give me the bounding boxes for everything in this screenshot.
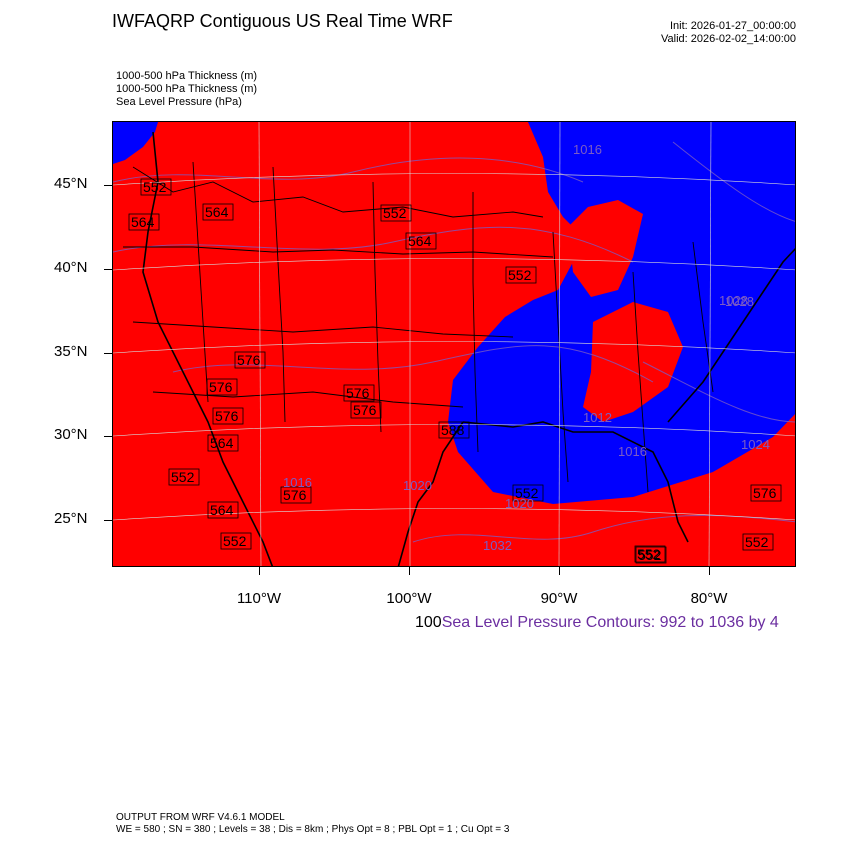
- thickness-label-box: [207, 434, 239, 452]
- lon-tick: [409, 567, 410, 575]
- slp-contour-labels: 1016 1028 1024 1016 1020 1032 1020 1016 1012 1028: [283, 142, 770, 553]
- slp-label: 1016: [618, 444, 647, 459]
- slp-label: 1016: [283, 475, 312, 490]
- thickness-label: 576: [237, 352, 261, 368]
- thickness-label-box: [207, 501, 239, 519]
- thickness-label: 588: [441, 422, 465, 438]
- lat-label-45: 45°N: [54, 175, 88, 192]
- thickness-label-box: [140, 178, 172, 196]
- thickness-label-box: [405, 232, 437, 250]
- thickness-label-box: [280, 486, 312, 504]
- thickness-label-box: [512, 484, 544, 502]
- thickness-label: 552: [383, 205, 407, 221]
- field-label-thickness-2: 1000-500 hPa Thickness (m): [116, 83, 258, 95]
- lon-tick: [259, 567, 260, 575]
- slp-label: 1028: [725, 294, 754, 309]
- thickness-label: 552: [638, 547, 662, 563]
- lat-label-35: 35°N: [54, 343, 88, 360]
- thickness-label-box: [742, 533, 774, 551]
- thickness-label: 564: [408, 233, 432, 249]
- thickness-label-box: [168, 468, 200, 486]
- lat-tick: [104, 269, 112, 270]
- lon-label-100: 100°W: [386, 590, 432, 607]
- thickness-label: 552: [171, 469, 195, 485]
- thickness-label: 576: [346, 385, 370, 401]
- lat-label-40: 40°N: [54, 259, 88, 276]
- lat-label-25: 25°N: [54, 510, 88, 527]
- map-panel: 552 564 564 552 564 576 576 588 552 576 576 576 564 5…: [112, 121, 796, 567]
- slp-label: 1020: [403, 478, 432, 493]
- slp-label: 1016: [573, 142, 602, 157]
- warm-region-great-lakes: [568, 200, 643, 297]
- lat-tick: [104, 520, 112, 521]
- thickness-label: 564: [210, 435, 234, 451]
- coastlines: [142, 131, 795, 566]
- state-borders: [123, 161, 714, 493]
- map-title: IWFAQRP Contiguous US Real Time WRF: [112, 11, 453, 31]
- lon-tick: [559, 567, 560, 575]
- thickness-label: 552: [745, 534, 769, 550]
- thickness-label: 564: [205, 204, 229, 220]
- thickness-label-box: [343, 384, 375, 402]
- init-time: Init: 2026-01-27_00:00:00: [670, 20, 796, 32]
- thickness-label: 576: [209, 379, 233, 395]
- thickness-label-box: [206, 378, 238, 396]
- thickness-label-box: [234, 351, 266, 369]
- lon-label-110: 110°W: [236, 590, 282, 607]
- lat-tick: [104, 436, 112, 437]
- thickness-label-box: [220, 532, 252, 550]
- cold-region-northwest: [113, 122, 158, 164]
- thickness-label-box: [380, 204, 412, 222]
- slp-label: 1024: [741, 437, 770, 452]
- thickness-label-box: [750, 484, 782, 502]
- thickness-label: 576: [215, 408, 239, 424]
- warm-region-atlantic: [674, 442, 795, 566]
- thickness-label: 576: [283, 487, 307, 503]
- thickness-label-box: [505, 266, 537, 284]
- thickness-label-box: [634, 545, 666, 563]
- thickness-label-box: [212, 407, 244, 425]
- contour-info: 100Sea Level Pressure Contours: 992 to 1…: [415, 614, 779, 632]
- graticule: [113, 122, 795, 566]
- thickness-label: 552: [143, 179, 167, 195]
- valid-time: Valid: 2026-02-02_14:00:00: [661, 33, 796, 45]
- thickness-label-box: [350, 401, 382, 419]
- footer-model: OUTPUT FROM WRF V4.6.1 MODEL: [116, 812, 285, 823]
- thickness-label-box: [438, 421, 470, 439]
- thickness-label: 552: [515, 485, 539, 501]
- field-label-slp: Sea Level Pressure (hPa): [116, 96, 242, 108]
- contour-prefix: 100: [415, 614, 442, 631]
- lon-label-80: 80°W: [690, 590, 728, 607]
- thickness-label: 576: [753, 485, 777, 501]
- thickness-label: 552: [508, 267, 532, 283]
- contour-text: Sea Level Pressure Contours: 992 to 1036…: [441, 614, 779, 631]
- thickness-label-box: [635, 546, 667, 564]
- lat-tick: [104, 185, 112, 186]
- slp-label: 1012: [583, 410, 612, 425]
- slp-label: 1028: [719, 293, 748, 308]
- thickness-label-box: [128, 213, 160, 231]
- lat-label-30: 30°N: [54, 426, 88, 443]
- lat-tick: [104, 353, 112, 354]
- thickness-label: 564: [131, 214, 155, 230]
- lon-tick: [709, 567, 710, 575]
- slp-label: 1032: [483, 538, 512, 553]
- slp-label: 1020: [505, 496, 534, 511]
- warm-region-ohio-valley: [583, 302, 683, 422]
- field-label-thickness: 1000-500 hPa Thickness (m): [116, 70, 258, 82]
- thickness-label-box: [202, 203, 234, 221]
- thickness-label: 576: [353, 402, 377, 418]
- thickness-label: 552: [223, 533, 247, 549]
- footer-config: WE = 580 ; SN = 380 ; Levels = 38 ; Dis …: [116, 824, 510, 835]
- thickness-label: 552: [637, 546, 661, 562]
- thickness-label: 564: [210, 502, 234, 518]
- lon-label-90: 90°W: [540, 590, 578, 607]
